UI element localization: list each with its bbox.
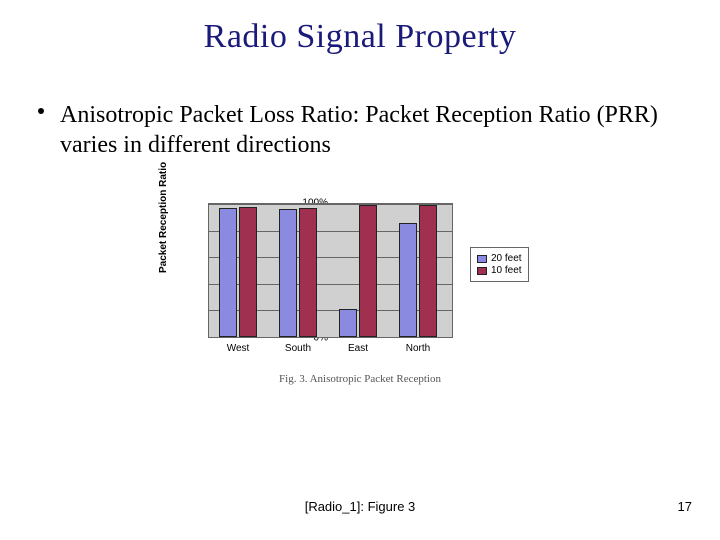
figure-caption: Fig. 3. Anisotropic Packet Reception [140,373,580,385]
bar-10ft [359,205,377,337]
bullet-text: Anisotropic Packet Loss Ratio: Packet Re… [38,100,678,160]
legend-item-20ft: 20 feet [477,253,522,264]
bar-group-north [397,204,441,337]
legend-swatch [477,255,487,263]
bar-20ft [339,309,357,337]
legend-label: 20 feet [491,253,522,264]
legend: 20 feet 10 feet [470,247,529,282]
bullet-marker [38,108,44,114]
prr-chart: Packet Reception Ratio 100% 80% 60% 40% … [140,195,580,385]
bar-20ft [219,208,237,337]
bar-10ft [419,205,437,337]
bar-10ft [299,208,317,337]
bar-group-east [337,204,381,337]
page-number: 17 [678,499,692,514]
bullet-item: Anisotropic Packet Loss Ratio: Packet Re… [38,100,678,160]
x-tick-label: West [216,343,260,354]
bar-20ft [279,209,297,337]
bar-20ft [399,223,417,337]
x-tick-label: South [276,343,320,354]
bar-10ft [239,207,257,337]
x-tick-label: North [396,343,440,354]
bar-group-west [217,204,261,337]
x-tick-label: East [336,343,380,354]
plot-area [208,203,453,338]
page-title: Radio Signal Property [0,0,720,56]
legend-label: 10 feet [491,265,522,276]
y-axis-title: Packet Reception Ratio [158,162,169,273]
legend-swatch [477,267,487,275]
legend-item-10ft: 10 feet [477,265,522,276]
footer-reference: [Radio_1]: Figure 3 [0,499,720,514]
bar-group-south [277,204,321,337]
